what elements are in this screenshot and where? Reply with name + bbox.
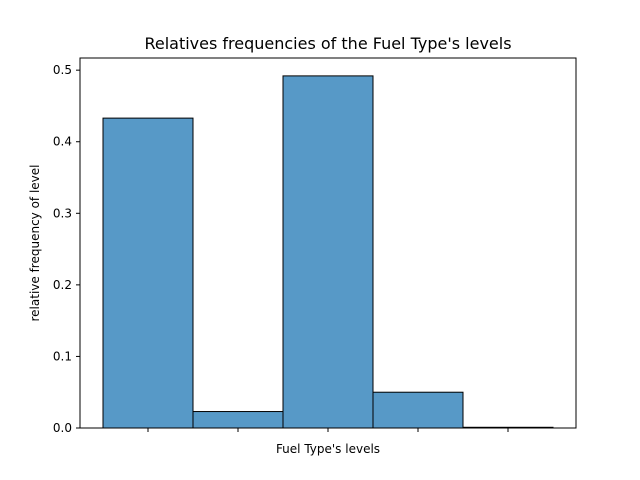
y-axis: 0.0 0.1 0.2 0.3 0.4 0.5 [53,63,80,435]
bars [102,75,554,429]
x-axis [147,428,509,432]
bar-4 [372,391,464,429]
y-tick-label-5: 0.5 [53,63,72,77]
y-tick-label-2: 0.2 [53,278,72,292]
y-tick-label-3: 0.3 [53,206,72,220]
y-axis-label: relative frequency of level [28,165,42,322]
bar-2 [192,411,284,429]
y-tick-label-1: 0.1 [53,349,72,363]
bar-3 [282,75,374,429]
chart-title: Relatives frequencies of the Fuel Type's… [144,34,511,53]
y-tick-label-4: 0.4 [53,135,72,149]
x-axis-label: Fuel Type's levels [276,442,380,456]
bar-1 [102,117,194,429]
y-tick-label-0: 0.0 [53,421,72,435]
